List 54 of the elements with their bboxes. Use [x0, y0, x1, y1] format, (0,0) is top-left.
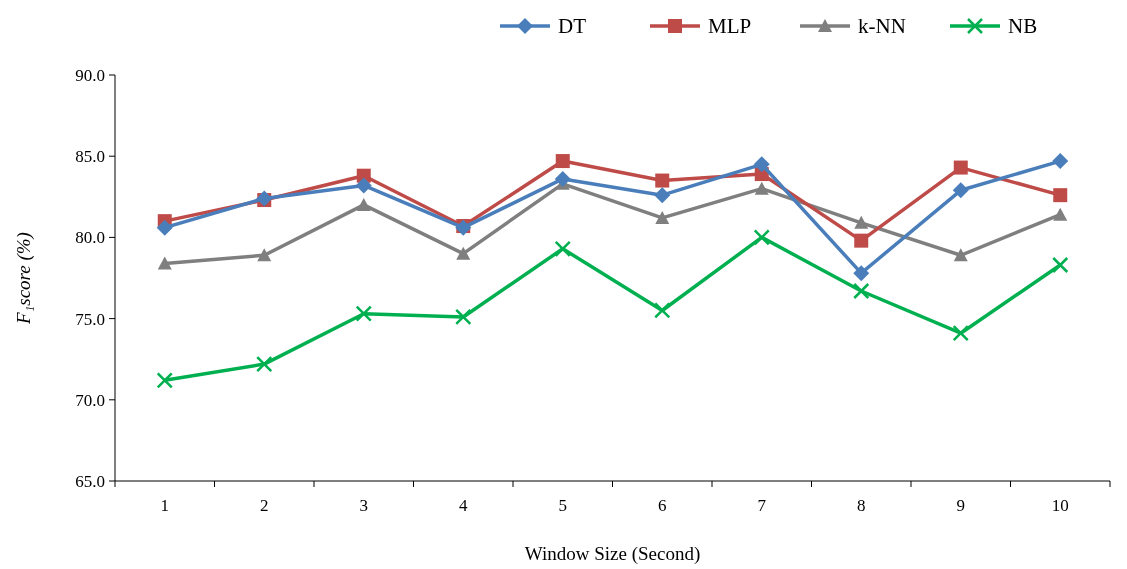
legend-label: MLP [708, 14, 752, 39]
x-tick-label: 1 [160, 496, 169, 515]
point [853, 282, 870, 300]
point [356, 197, 371, 211]
y-tick-label: 85.0 [75, 147, 105, 167]
point [156, 219, 173, 236]
point [554, 170, 571, 187]
point [554, 240, 571, 258]
point [655, 173, 670, 188]
point [456, 246, 471, 260]
y-tick-label: 90.0 [75, 65, 105, 85]
point [753, 229, 770, 246]
point [854, 233, 869, 248]
x-tick-label: 2 [260, 496, 269, 515]
x-tick-label: 4 [459, 496, 468, 515]
point [1052, 153, 1069, 170]
x-tick-label: 3 [359, 496, 368, 515]
x-tick-label: 7 [757, 496, 767, 515]
point [952, 182, 969, 199]
legend-label: k-NN [858, 14, 906, 39]
point [1052, 256, 1069, 274]
point [952, 324, 969, 342]
point [754, 181, 769, 195]
x-axis-title: Window Size (Second) [524, 543, 701, 565]
y-tick-label: 70.0 [75, 390, 105, 410]
y-tick-label: 75.0 [75, 309, 105, 329]
x-tick-label: 10 [1051, 496, 1069, 515]
y-axis-title: F₁score (%) [13, 232, 35, 325]
point [953, 248, 968, 262]
point [157, 256, 172, 270]
y-tick-label: 65.0 [75, 471, 105, 491]
point [156, 372, 173, 389]
x-tick-label: 9 [956, 496, 965, 515]
y-tick-label: 80.0 [75, 228, 105, 248]
point [1053, 188, 1068, 203]
point [655, 210, 670, 224]
point [654, 187, 671, 204]
point [555, 154, 570, 169]
point [753, 156, 770, 173]
point [455, 308, 472, 326]
point [654, 302, 671, 319]
point [953, 160, 968, 175]
point [355, 177, 372, 194]
x-tick-label: 8 [857, 496, 866, 515]
point [355, 305, 372, 322]
point [854, 215, 869, 229]
point [257, 248, 272, 262]
x-tick-label: 5 [558, 496, 567, 515]
point [853, 265, 870, 282]
point [256, 355, 273, 373]
x-tick-label: 6 [658, 496, 667, 515]
point [1053, 207, 1068, 221]
legend-label: DT [558, 14, 587, 39]
legend-label: NB [1008, 14, 1038, 39]
